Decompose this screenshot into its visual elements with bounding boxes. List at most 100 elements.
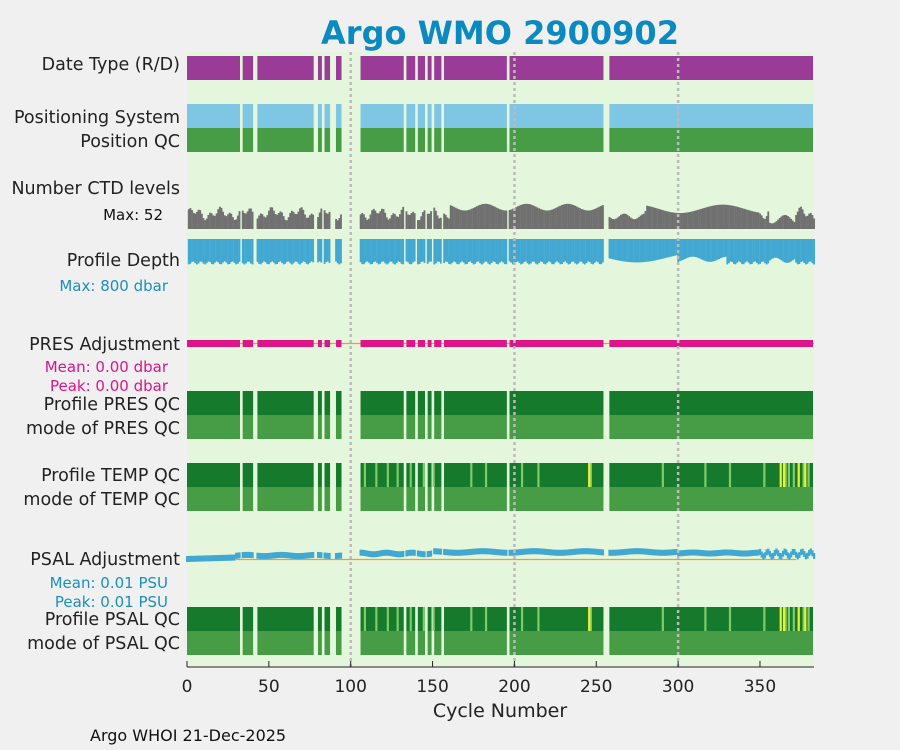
ctd-level-bar [767, 211, 770, 229]
ctd-level-bar [547, 210, 550, 229]
positioning-system-bar [324, 104, 331, 128]
row-label-mode-pres-qc: mode of PRES QC [26, 419, 180, 439]
psal-adjustment-point [235, 552, 238, 559]
pres-adjustment-line [187, 340, 241, 347]
psal-adjustment-point [788, 553, 791, 560]
profile-depth-bar [646, 239, 649, 262]
psal-adjustment-point [659, 549, 662, 556]
psal-adjustment-point [195, 555, 199, 562]
profile-depth-bar [736, 239, 739, 263]
psal-adjustment-point [318, 552, 321, 559]
profile-depth-bar [644, 239, 647, 262]
psal-adjustment-point [611, 549, 614, 556]
profile-depth-bar [762, 239, 765, 262]
ctd-level-bar [601, 205, 604, 229]
profile-depth-bar [752, 239, 755, 263]
profile-depth-bar [372, 239, 375, 263]
profile-depth-bar [376, 239, 378, 263]
psal-adjustment-point [385, 549, 388, 556]
profile-depth-bar [220, 239, 223, 265]
psal-adjustment-point [212, 555, 215, 562]
ctd-level-bar [304, 214, 306, 229]
psal-adjustment-point [554, 549, 557, 556]
profile-depth-bar [246, 239, 249, 262]
ctd-level-bar [759, 213, 761, 229]
profile-depth-bar [721, 239, 724, 258]
profile-depth-bar [695, 239, 698, 258]
profile-depth-bar [453, 239, 455, 262]
profile-depth-bar [726, 239, 729, 265]
profile-psal-qc-bar [360, 607, 404, 631]
psal-adjustment-point [457, 549, 460, 556]
psal-adjustment-point [241, 552, 244, 559]
temp-qc-light-flag [470, 463, 473, 487]
profile-pres-qc-bar [509, 391, 604, 415]
profile-depth-bar [747, 239, 750, 263]
profile-depth-bar [718, 239, 721, 259]
profile-psal-qc-bar [509, 607, 604, 631]
psal-adjustment-point [744, 550, 747, 557]
pres-adjustment-line [417, 340, 426, 347]
ctd-level-bar [417, 220, 419, 229]
profile-depth-bar [217, 239, 220, 263]
psal-adjustment-point [672, 549, 675, 556]
psal-adjustment-point [758, 548, 762, 555]
psal-adjustment-point [294, 552, 297, 559]
ctd-level-bar [685, 212, 688, 229]
profile-depth-bar [312, 239, 315, 263]
profile-depth-bar [400, 239, 403, 264]
profile-depth-bar [631, 239, 634, 263]
psal-adjustment-point [551, 549, 554, 556]
profile-depth-bar [485, 239, 488, 262]
ctd-level-bar [423, 210, 426, 229]
profile-depth-bar [783, 239, 786, 263]
psal-adjustment-point [760, 551, 763, 558]
temp-qc-light-flag [396, 463, 399, 487]
ctd-level-bar [196, 211, 198, 229]
ctd-level-bar [777, 219, 780, 229]
ctd-level-bar [808, 213, 811, 229]
psal-adjustment-point [416, 550, 420, 557]
profile-depth-bar [528, 239, 531, 265]
ctd-level-bar [192, 212, 195, 229]
x-tick-label: 0 [182, 677, 193, 697]
psal-adjustment-point [199, 555, 202, 562]
profile-depth-bar [384, 239, 387, 264]
psal-adjustment-point [218, 555, 221, 561]
psal-adjustment-point [465, 549, 469, 556]
psal-adjustment-point [803, 551, 806, 558]
psal-adjustment-point [492, 548, 495, 555]
ctd-level-bar [405, 211, 408, 229]
profile-depth-bar [696, 239, 699, 258]
psal-qc-yellow-flag [804, 607, 807, 631]
date-type-bar [427, 56, 432, 80]
ctd-level-bar [268, 210, 270, 229]
ctd-level-bar [754, 211, 757, 229]
psal-adjustment-point [623, 549, 626, 556]
profile-depth-bar [701, 239, 704, 260]
ctd-level-bar [793, 222, 796, 229]
psal-adjustment-point [752, 549, 755, 556]
profile-temp-qc-bar [335, 463, 342, 487]
psal-mean-label: Mean: 0.01 PSU [50, 574, 168, 592]
ctd-level-bar [516, 206, 519, 229]
psal-adjustment-point [737, 550, 740, 557]
profile-depth-bar [570, 239, 573, 262]
ctd-level-bar [372, 208, 375, 229]
profile-depth-bar [459, 239, 462, 263]
profile-depth-bar [462, 239, 465, 263]
profile-depth-bar [580, 239, 583, 262]
psal-adjustment-point [271, 552, 274, 559]
mode-psal-qc-bar [406, 631, 416, 655]
psal-adjustment-point [339, 552, 343, 559]
profile-depth-bar [690, 239, 693, 257]
profile-depth-bar [290, 239, 293, 265]
plot-area-background [187, 52, 814, 667]
temp-qc-light-flag [704, 463, 707, 487]
row-label-date-type: Date Type (R/D) [42, 55, 180, 75]
profile-depth-bar [669, 239, 671, 257]
ctd-level-bar [235, 219, 238, 229]
profile-depth-bar [588, 239, 591, 262]
psal-adjustment-point [583, 548, 587, 555]
profile-psal-qc-bar [187, 607, 241, 631]
